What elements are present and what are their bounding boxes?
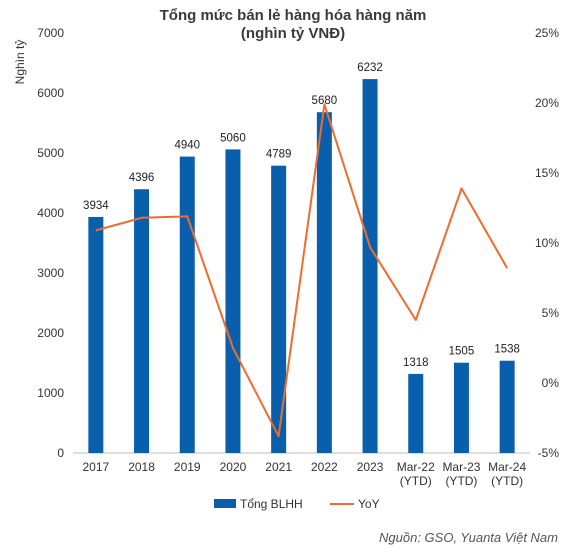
y2-tick-label: 25% xyxy=(535,26,559,40)
legend-label-bar: Tổng BLHH xyxy=(240,497,303,511)
yoy-line xyxy=(95,103,509,438)
x-tick-label: 2022 xyxy=(311,460,338,474)
source-note: Nguồn: GSO, Yuanta Việt Nam xyxy=(379,530,558,545)
x-tick-label: 2018 xyxy=(128,460,155,474)
y-axis-left: 0 1000 2000 3000 4000 5000 6000 7000 xyxy=(37,26,64,460)
x-tick-label: (YTD) xyxy=(491,474,523,488)
bar xyxy=(453,362,469,453)
bar-value-label: 1505 xyxy=(449,346,475,358)
bar xyxy=(88,216,104,453)
y-axis-title: Nghìn tỷ xyxy=(13,40,27,85)
bar-series xyxy=(88,79,515,454)
bar-value-label: 5060 xyxy=(220,132,246,144)
legend: Tổng BLHH YoY xyxy=(214,497,380,511)
x-tick-label: Mar-24 xyxy=(488,460,526,474)
y-tick-label: 2000 xyxy=(37,326,64,340)
x-tick-label: 2019 xyxy=(174,460,201,474)
bar xyxy=(271,165,287,453)
y-axis-right: -5% 0% 5% 10% 15% 20% 25% xyxy=(535,26,559,460)
y-tick-label: 7000 xyxy=(37,26,64,40)
x-tick-label: 2020 xyxy=(220,460,247,474)
y-tick-label: 4000 xyxy=(37,206,64,220)
x-tick-label: Mar-23 xyxy=(442,460,480,474)
bar xyxy=(499,360,515,453)
bar-value-label: 4396 xyxy=(129,172,155,184)
bar xyxy=(408,373,424,453)
y2-tick-label: 15% xyxy=(535,166,559,180)
y2-tick-label: -5% xyxy=(538,446,560,460)
x-tick-label: 2017 xyxy=(82,460,109,474)
bar-data-labels: 3934 4396 4940 5060 4789 5680 6232 1318 1505 1538 xyxy=(83,62,520,369)
y2-tick-label: 0% xyxy=(542,376,560,390)
y-tick-label: 6000 xyxy=(37,86,64,100)
bar-value-label: 3934 xyxy=(83,200,109,212)
bar-value-label: 1538 xyxy=(494,344,520,356)
bar-value-label: 4789 xyxy=(266,149,292,161)
bar xyxy=(225,149,241,453)
x-tick-label: (YTD) xyxy=(445,474,477,488)
y2-tick-label: 10% xyxy=(535,236,559,250)
x-tick-label: 2023 xyxy=(357,460,384,474)
legend-label-line: YoY xyxy=(358,497,380,511)
bar-value-label: 4940 xyxy=(174,140,200,152)
x-axis: 2017 2018 2019 2020 2021 2022 2023 Mar-22(YTD)M… xyxy=(82,460,526,488)
chart-subtitle: (nghìn tỷ VNĐ) xyxy=(241,25,345,42)
yoy-series xyxy=(95,103,509,438)
y-tick-label: 1000 xyxy=(37,386,64,400)
y2-tick-label: 20% xyxy=(535,96,559,110)
y-tick-label: 3000 xyxy=(37,266,64,280)
bar-value-label: 5680 xyxy=(312,95,338,107)
y-tick-label: 0 xyxy=(57,446,64,460)
bar-value-label: 1318 xyxy=(403,357,429,369)
y-tick-label: 5000 xyxy=(37,146,64,160)
x-tick-label: 2021 xyxy=(265,460,292,474)
bar xyxy=(134,189,150,454)
legend-swatch-bar xyxy=(214,499,236,508)
bar xyxy=(362,79,378,453)
x-tick-label: Mar-22 xyxy=(397,460,435,474)
bar xyxy=(179,156,195,453)
bar-value-label: 6232 xyxy=(357,62,383,74)
y2-tick-label: 5% xyxy=(542,306,560,320)
x-tick-label: (YTD) xyxy=(400,474,432,488)
chart-title: Tổng mức bán lẻ hàng hóa hàng năm xyxy=(160,7,427,24)
bar xyxy=(316,112,332,453)
